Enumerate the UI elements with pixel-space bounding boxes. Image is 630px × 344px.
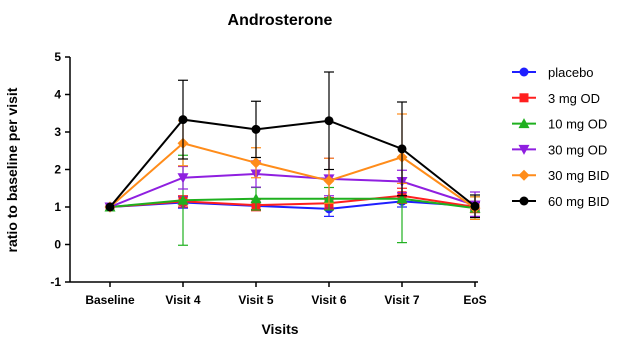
data-point	[396, 193, 408, 204]
data-point	[251, 124, 261, 134]
y-axis-title: ratio to baseline per visit	[4, 87, 20, 252]
series-line	[109, 172, 476, 208]
series-line	[109, 142, 476, 209]
legend-marker	[519, 67, 529, 77]
legend-label: 30 mg OD	[548, 142, 607, 157]
y-tick-label: 0	[54, 238, 61, 252]
legend-label: placebo	[548, 65, 594, 80]
legend-label: 30 mg BID	[548, 168, 609, 183]
legend-item-5: 30 mg BID	[512, 168, 609, 183]
series-3	[104, 154, 481, 246]
legend-marker	[519, 196, 529, 206]
data-point	[250, 157, 262, 169]
series-2	[105, 187, 480, 214]
data-point	[177, 173, 189, 184]
series-line	[109, 197, 476, 210]
chart-title: Androsterone	[228, 12, 333, 29]
plot-area: -1 0 1 2 3 4 5 Baseline Visit 4 Visit 5 Visit 6 Vis…	[50, 50, 486, 307]
y-tick-label: 3	[54, 125, 61, 139]
legend-marker	[518, 118, 530, 129]
x-tick-label: Visit 6	[311, 293, 346, 307]
data-point	[250, 193, 262, 204]
legend-label: 3 mg OD	[548, 91, 600, 106]
x-axis-title: Visits	[261, 321, 298, 337]
legend-item-6: 60 mg BID	[512, 194, 609, 209]
legend-item-3: 10 mg OD	[512, 117, 607, 132]
data-point	[397, 144, 407, 154]
legend-item-2: 3 mg OD	[512, 91, 600, 106]
legend-marker	[519, 93, 529, 103]
x-tick-label: Visit 4	[165, 293, 200, 307]
x-tick-label: Visit 5	[238, 293, 273, 307]
legend-label: 10 mg OD	[548, 117, 607, 132]
data-point	[470, 201, 480, 211]
y-tick-label: 2	[54, 163, 61, 177]
x-tick-label: Baseline	[85, 293, 135, 307]
data-point	[324, 116, 334, 126]
legend-marker	[518, 169, 530, 181]
y-tick-label: 5	[54, 50, 61, 64]
series-6	[105, 71, 480, 219]
y-tick-label: 1	[54, 200, 61, 214]
data-point	[178, 115, 188, 125]
data-point	[177, 194, 189, 205]
y-tick-label: -1	[50, 275, 61, 289]
x-tick-label: EoS	[463, 293, 486, 307]
series-line	[109, 118, 476, 208]
legend: placebo 3 mg OD 10 mg OD 30 mg OD 30 mg BID 6…	[512, 65, 609, 209]
legend-marker	[518, 144, 530, 155]
legend-item-1: placebo	[512, 65, 594, 80]
x-tick-label: Visit 7	[384, 293, 419, 307]
data-point	[323, 175, 335, 187]
data-point	[105, 202, 115, 212]
legend-item-4: 30 mg OD	[512, 142, 607, 157]
legend-label: 60 mg BID	[548, 194, 609, 209]
y-tick-label: 4	[54, 88, 61, 102]
